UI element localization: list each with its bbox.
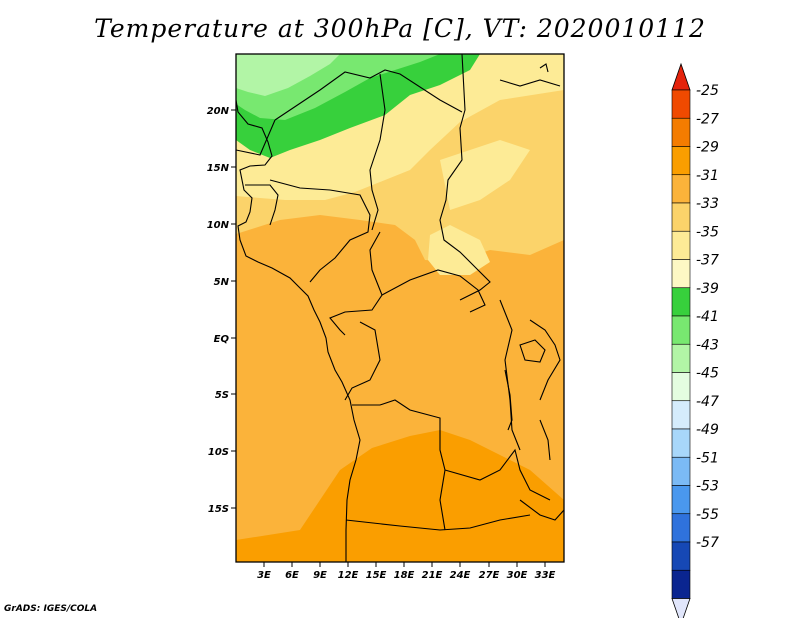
colorbar-label: -49 (696, 422, 719, 438)
colorbar-label: -29 (696, 140, 719, 156)
colorbar-swatch (671, 230, 691, 260)
field-band-minus41 (236, 54, 340, 96)
east-africa-border (529, 319, 561, 401)
border-chad-sudan (439, 54, 491, 301)
colorbar-label: -35 (696, 224, 719, 240)
map-frame (235, 53, 565, 563)
colorbar-label: -47 (696, 394, 719, 410)
border-namibia (345, 514, 531, 531)
coastline-west (236, 99, 361, 562)
colorbar-label: -37 (696, 253, 719, 269)
lat-label: 10N (207, 220, 230, 231)
lat-label: 5N (214, 277, 230, 288)
border-mali-niger (274, 69, 463, 121)
grads-credit: GrADS: IGES/COLA (4, 604, 98, 614)
colorbar-label: -53 (696, 479, 719, 495)
lon-label: 27E (479, 570, 500, 581)
red-sea-coast (499, 79, 561, 87)
border-ghana-burkina (245, 184, 279, 226)
lon-label: 3E (257, 570, 271, 581)
lon-axis: 3E 6E 9E 12E 15E 18E 21E 24E 27E 30E 33E (257, 562, 556, 581)
colorbar-label: -27 (696, 111, 719, 127)
colorbar-swatch (671, 428, 691, 458)
colorbar-swatch (671, 456, 691, 486)
lat-label: 10S (208, 447, 229, 458)
lat-label: 15N (207, 163, 230, 174)
colorbar-label: -39 (696, 281, 719, 297)
lon-label: 9E (313, 570, 327, 581)
border-sahel-mid (236, 119, 276, 156)
temperature-field (236, 54, 564, 562)
lake-victoria (519, 339, 546, 363)
colorbar-swatch (671, 174, 691, 204)
colorbar-swatch (671, 343, 691, 373)
border-angola (352, 399, 446, 531)
colorbar-swatch (671, 541, 691, 571)
colorbar-label: -25 (696, 83, 719, 99)
colorbar-swatch (671, 372, 691, 402)
lon-label: 21E (422, 570, 443, 581)
lon-label: 18E (394, 570, 415, 581)
border-niger-chad (369, 73, 386, 231)
colorbar-under-arrow (671, 598, 691, 618)
lon-label: 12E (338, 570, 359, 581)
colorbar-swatch (671, 513, 691, 543)
colorbar-label: -45 (696, 366, 719, 382)
border-cameroon (329, 231, 383, 336)
lat-label: EQ (214, 334, 230, 345)
lon-label: 15E (366, 570, 387, 581)
lake-malawi (539, 419, 551, 461)
colorbar-swatch (671, 146, 691, 176)
colorbar-label: -33 (696, 196, 719, 212)
colorbar-swatch (671, 89, 691, 119)
colorbar-label: -41 (696, 309, 719, 325)
country-borders (236, 54, 564, 562)
lake-turkana (539, 63, 549, 73)
lon-label: 6E (285, 570, 299, 581)
lat-axis: 20N 15N 10N 5N EQ 5S 10S 15S (207, 106, 236, 515)
colorbar-label: -31 (696, 168, 719, 184)
colorbar-label: -55 (696, 507, 719, 523)
colorbar-swatch (671, 259, 691, 289)
colorbar-over-arrow (671, 62, 691, 91)
field-band-minus35-north-east (440, 140, 530, 210)
lat-label: 15S (208, 504, 229, 515)
colorbar-swatch (671, 400, 691, 430)
lake-tanganyika (504, 369, 513, 431)
lat-label: 20N (207, 106, 230, 117)
colorbar-label: -43 (696, 337, 719, 353)
border-car (381, 269, 486, 313)
colorbar-label: -51 (696, 450, 719, 466)
colorbar-swatch (671, 569, 691, 599)
colorbar-swatch (671, 117, 691, 147)
border-nigeria (269, 179, 371, 283)
lon-label: 33E (535, 570, 556, 581)
colorbar-swatch (671, 485, 691, 515)
colorbar-swatch (671, 287, 691, 317)
field-band-minus29 (236, 430, 564, 562)
lon-label: 30E (507, 570, 528, 581)
lat-label: 5S (215, 390, 229, 401)
colorbar: -25 -27 -29 -31 -33 -35 -37 -39 -41 -43 -45 -47 -49 -… (671, 62, 719, 618)
lon-label: 24E (450, 570, 471, 581)
border-congo-drc (344, 321, 381, 401)
colorbar-label: -57 (696, 535, 719, 551)
mozambique-border (519, 499, 564, 521)
colorbar-swatch (671, 202, 691, 232)
map-title: Temperature at 300hPa [C], VT: 202001011… (94, 14, 706, 43)
colorbar-swatch (671, 315, 691, 345)
border-zambia (444, 448, 551, 501)
